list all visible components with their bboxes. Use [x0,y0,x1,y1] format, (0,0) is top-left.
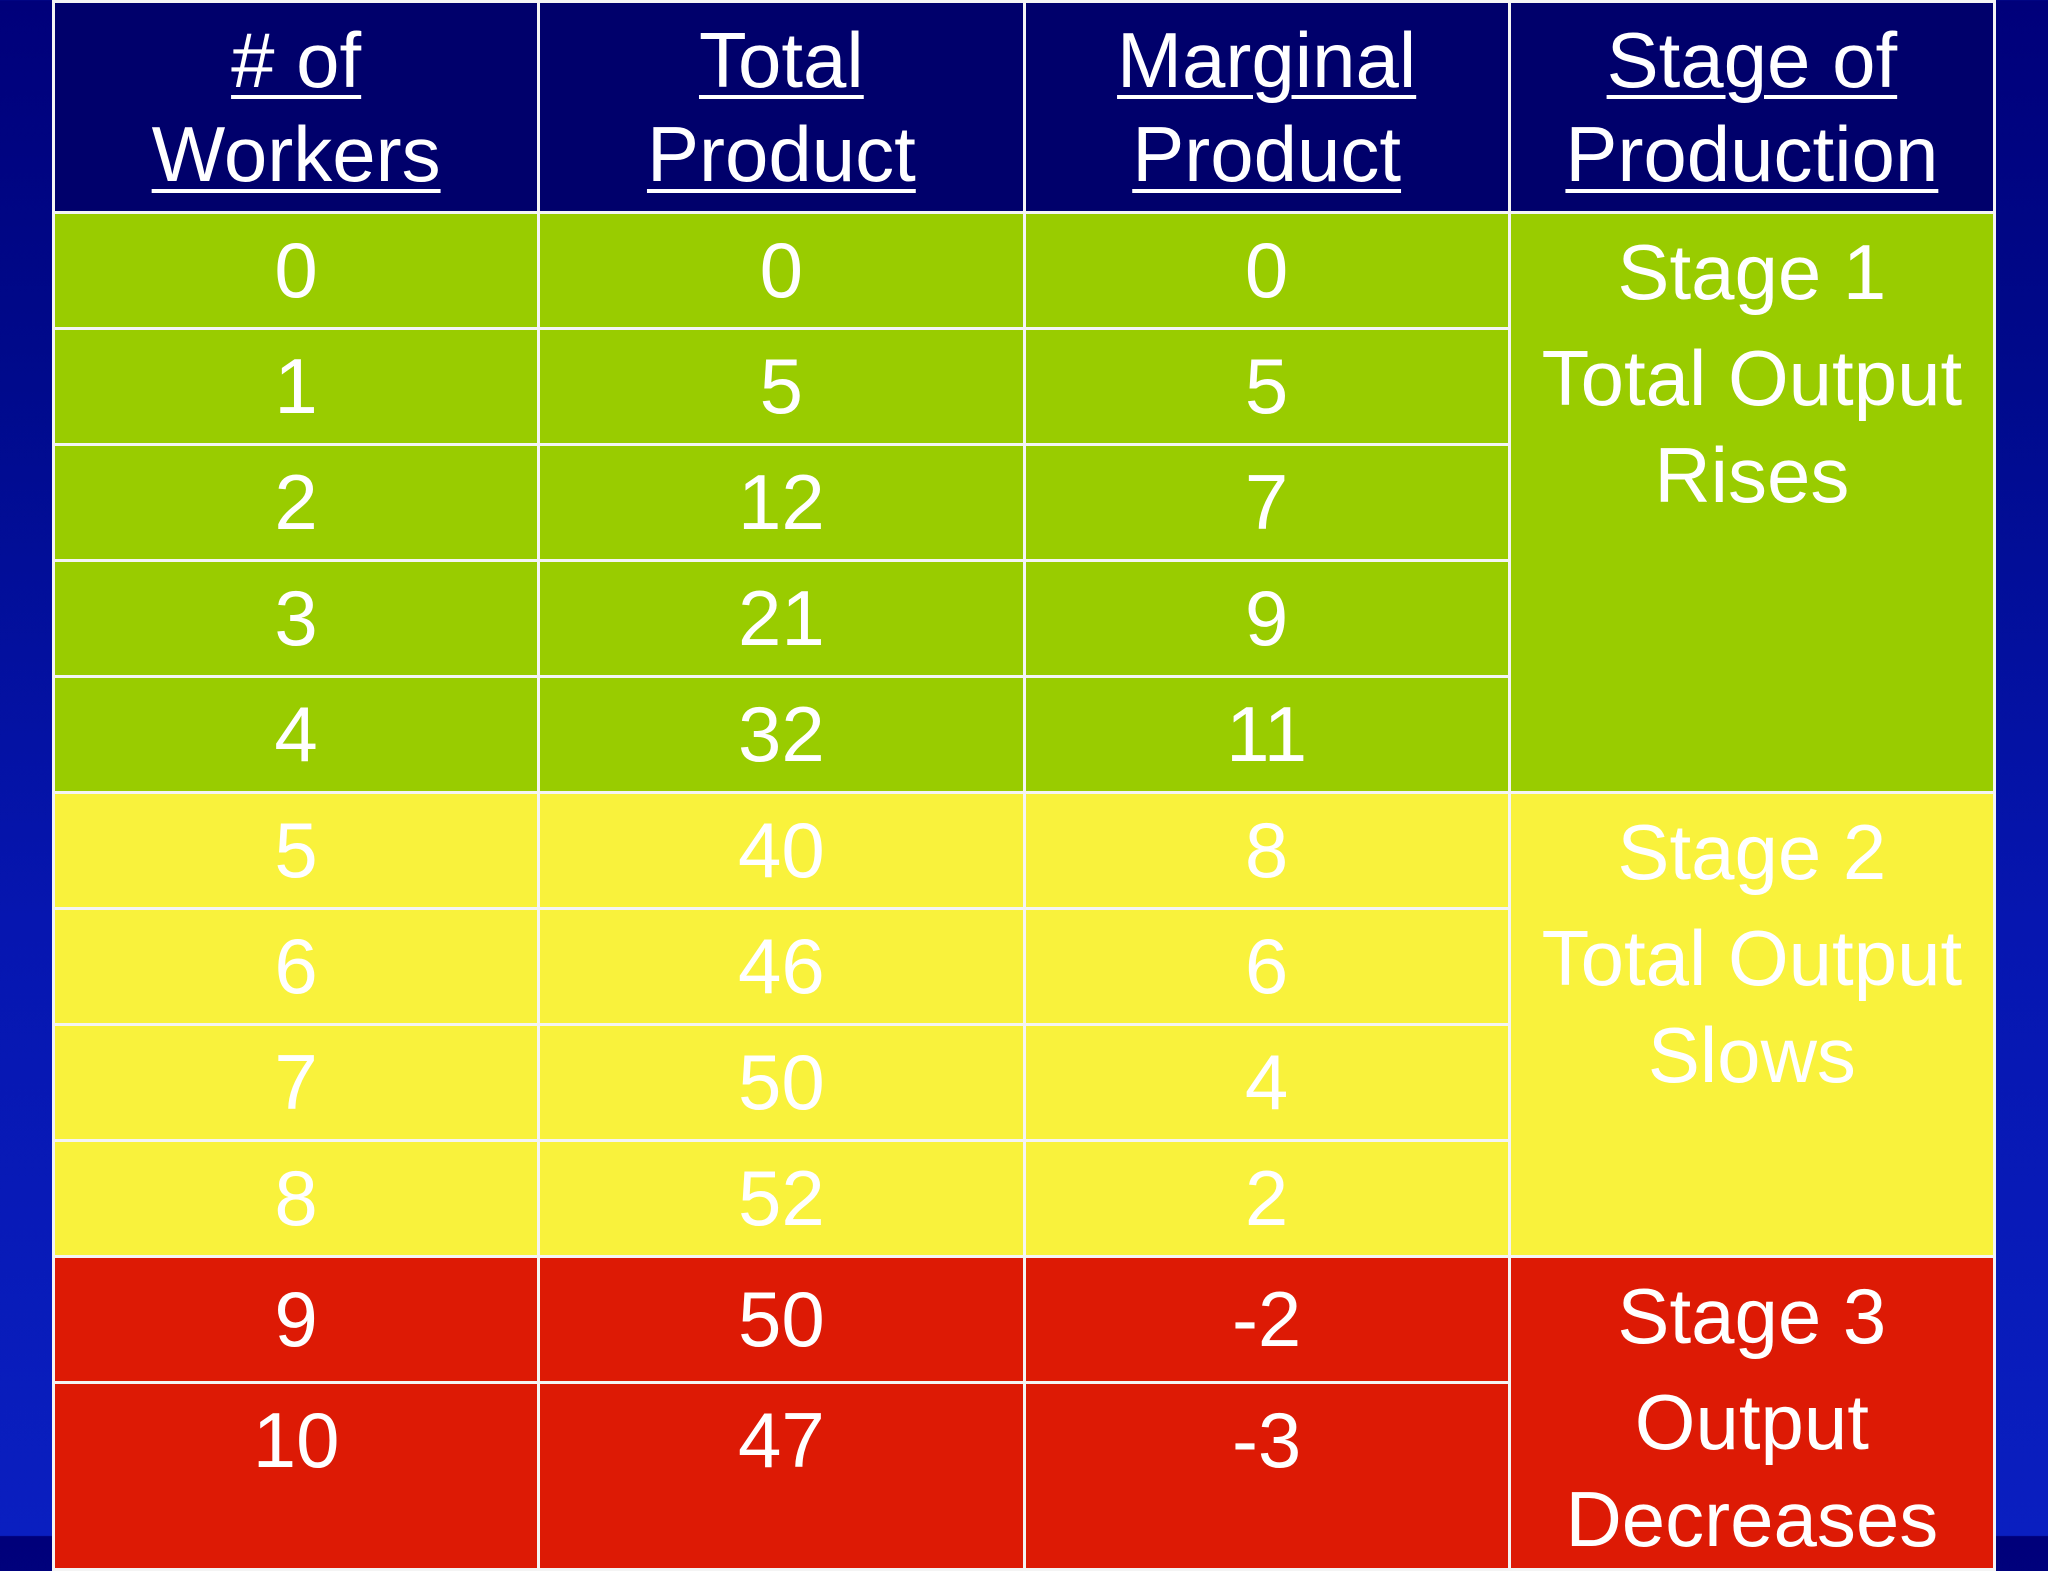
value-cell: 9 [1022,559,1511,678]
stage-title: Stage 1 [1617,228,1887,316]
table-row: 9 50 -2 Stage 3 Output Decreases [51,1255,1997,1571]
value-cell: 8 [51,1139,541,1258]
stage-cell: Stage 3 Output Decreases [1507,1255,1997,1571]
value-cell: 11 [1022,675,1511,794]
stage-description: Rises [1654,431,1850,519]
table-row: 8 52 2 [51,1139,1995,1258]
header-text: # of [231,16,362,104]
value-cell: 0 [51,211,541,330]
table-row: 7 50 4 [51,1023,1995,1142]
header-text: Marginal [1117,16,1417,104]
stage-description: Decreases [1565,1475,1939,1563]
value-cell: 5 [537,327,1026,446]
value-cell: 50 [537,1023,1026,1142]
header-text: Product [1132,110,1402,198]
value-cell: -2 [1022,1255,1511,1384]
value-cell: 5 [1022,327,1511,446]
value-cell: 10 [51,1380,541,1571]
header-row: # of Workers Total Product Marginal Product St… [51,0,1997,214]
header-text: Production [1565,110,1939,198]
table-row: 6 46 6 [51,907,1995,1026]
stage-description: Output [1634,1378,1869,1466]
header-cell: # of Workers [51,0,541,214]
table-row: 4 32 11 [51,675,1995,794]
stage-description: Slows [1647,1011,1856,1099]
stage-cell: Stage 2 Total Output Slows [1507,791,1997,1258]
stage-cell: Stage 1 Total Output Rises [1507,211,1997,794]
header-cell: Marginal Product [1022,0,1511,214]
value-cell: 12 [537,443,1026,562]
value-cell: 52 [537,1139,1026,1258]
value-cell: 0 [537,211,1026,330]
header-cell: Stage of Production [1507,0,1997,214]
value-cell: 5 [51,791,541,910]
stage-description: Total Output [1541,334,1963,422]
table-row: 2 12 7 [51,443,1995,562]
value-cell: 7 [51,1023,541,1142]
header-text: Workers [151,110,441,198]
production-table: # of Workers Total Product Marginal Product St… [51,0,1997,1571]
value-cell: 8 [1022,791,1511,910]
value-cell: 2 [1022,1139,1511,1258]
value-cell: 46 [537,907,1026,1026]
value-cell: 2 [51,443,541,562]
value-cell: 0 [1022,211,1511,330]
value-cell: 21 [537,559,1026,678]
value-cell: 32 [537,675,1026,794]
table-row: 5 40 8 Stage 2 Total Output Slows [51,791,1997,1258]
value-cell: 47 [537,1380,1026,1571]
stage-title: Stage 3 [1617,1272,1887,1360]
stage-title: Stage 2 [1617,808,1887,896]
value-cell: 4 [51,675,541,794]
value-cell: 6 [1022,907,1511,1026]
value-cell: 7 [1022,443,1511,562]
value-cell: -3 [1022,1380,1511,1571]
value-cell: 50 [537,1255,1026,1384]
table-row: 3 21 9 [51,559,1995,678]
header-text: Product [646,110,916,198]
value-cell: 3 [51,559,541,678]
value-cell: 1 [51,327,541,446]
header-cell: Total Product [537,0,1026,214]
value-cell: 40 [537,791,1026,910]
value-cell: 6 [51,907,541,1026]
table-row: 0 0 0 Stage 1 Total Output Rises [51,211,1997,794]
value-cell: 4 [1022,1023,1511,1142]
header-text: Stage of [1606,16,1898,104]
stage-description: Total Output [1541,914,1963,1002]
header-text: Total [698,16,864,104]
value-cell: 9 [51,1255,541,1384]
